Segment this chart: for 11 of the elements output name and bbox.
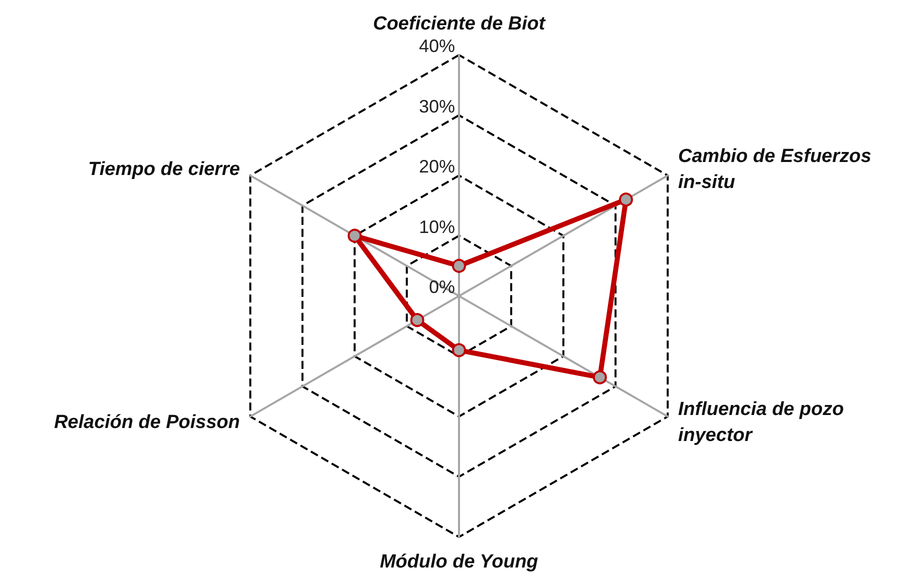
spoke-label: Coeficiente de Biot	[372, 14, 546, 35]
spoke-label: Módulo de Young	[380, 552, 539, 572]
y-tick-label: 30%	[418, 96, 455, 116]
spoke-label: Tiempo de cierre	[88, 159, 240, 180]
spoke-label: Cambio de Esfuerzos in-situ	[678, 146, 872, 193]
spoke-label: Relación de Poisson	[54, 412, 240, 433]
y-tick-label: 20%	[418, 156, 455, 176]
y-tick-label: 10%	[418, 216, 455, 237]
spoke-label: Influencia de pozo inyector	[678, 399, 844, 446]
y-tick-label: 0%	[428, 277, 455, 297]
y-tick-label: 40%	[418, 36, 455, 56]
